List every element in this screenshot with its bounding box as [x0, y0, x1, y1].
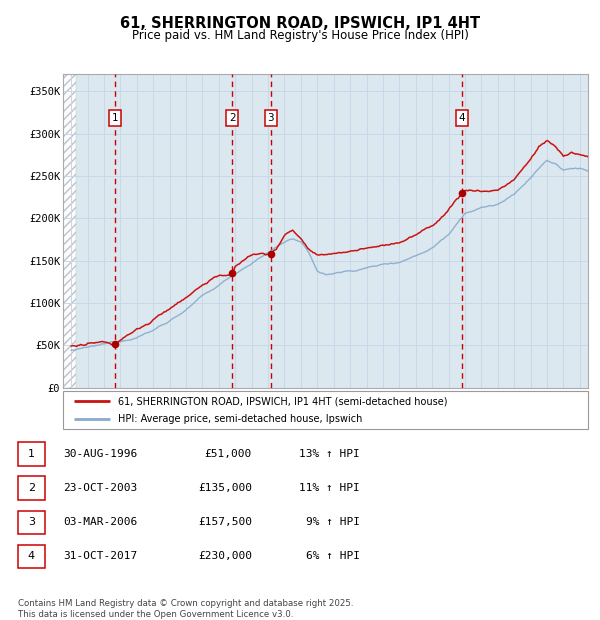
Text: Price paid vs. HM Land Registry's House Price Index (HPI): Price paid vs. HM Land Registry's House …: [131, 30, 469, 42]
Text: 3: 3: [28, 517, 35, 528]
Text: 31-OCT-2017: 31-OCT-2017: [63, 551, 137, 562]
Text: 6% ↑ HPI: 6% ↑ HPI: [306, 551, 360, 562]
Text: 2: 2: [28, 483, 35, 494]
Text: 2: 2: [229, 113, 235, 123]
Text: 30-AUG-1996: 30-AUG-1996: [63, 449, 137, 459]
Text: £157,500: £157,500: [198, 517, 252, 528]
Text: 13% ↑ HPI: 13% ↑ HPI: [299, 449, 360, 459]
Text: 23-OCT-2003: 23-OCT-2003: [63, 483, 137, 494]
Text: 03-MAR-2006: 03-MAR-2006: [63, 517, 137, 528]
Text: 1: 1: [112, 113, 118, 123]
Text: Contains HM Land Registry data © Crown copyright and database right 2025.
This d: Contains HM Land Registry data © Crown c…: [18, 599, 353, 619]
Text: 11% ↑ HPI: 11% ↑ HPI: [299, 483, 360, 494]
FancyBboxPatch shape: [63, 391, 588, 429]
Text: 9% ↑ HPI: 9% ↑ HPI: [306, 517, 360, 528]
Text: 3: 3: [268, 113, 274, 123]
Text: £135,000: £135,000: [198, 483, 252, 494]
Text: £230,000: £230,000: [198, 551, 252, 562]
Text: 4: 4: [459, 113, 466, 123]
Text: 4: 4: [28, 551, 35, 562]
Text: £51,000: £51,000: [205, 449, 252, 459]
Text: 61, SHERRINGTON ROAD, IPSWICH, IP1 4HT (semi-detached house): 61, SHERRINGTON ROAD, IPSWICH, IP1 4HT (…: [118, 396, 448, 406]
Text: HPI: Average price, semi-detached house, Ipswich: HPI: Average price, semi-detached house,…: [118, 414, 362, 425]
Text: 1: 1: [28, 449, 35, 459]
Text: 61, SHERRINGTON ROAD, IPSWICH, IP1 4HT: 61, SHERRINGTON ROAD, IPSWICH, IP1 4HT: [120, 16, 480, 31]
